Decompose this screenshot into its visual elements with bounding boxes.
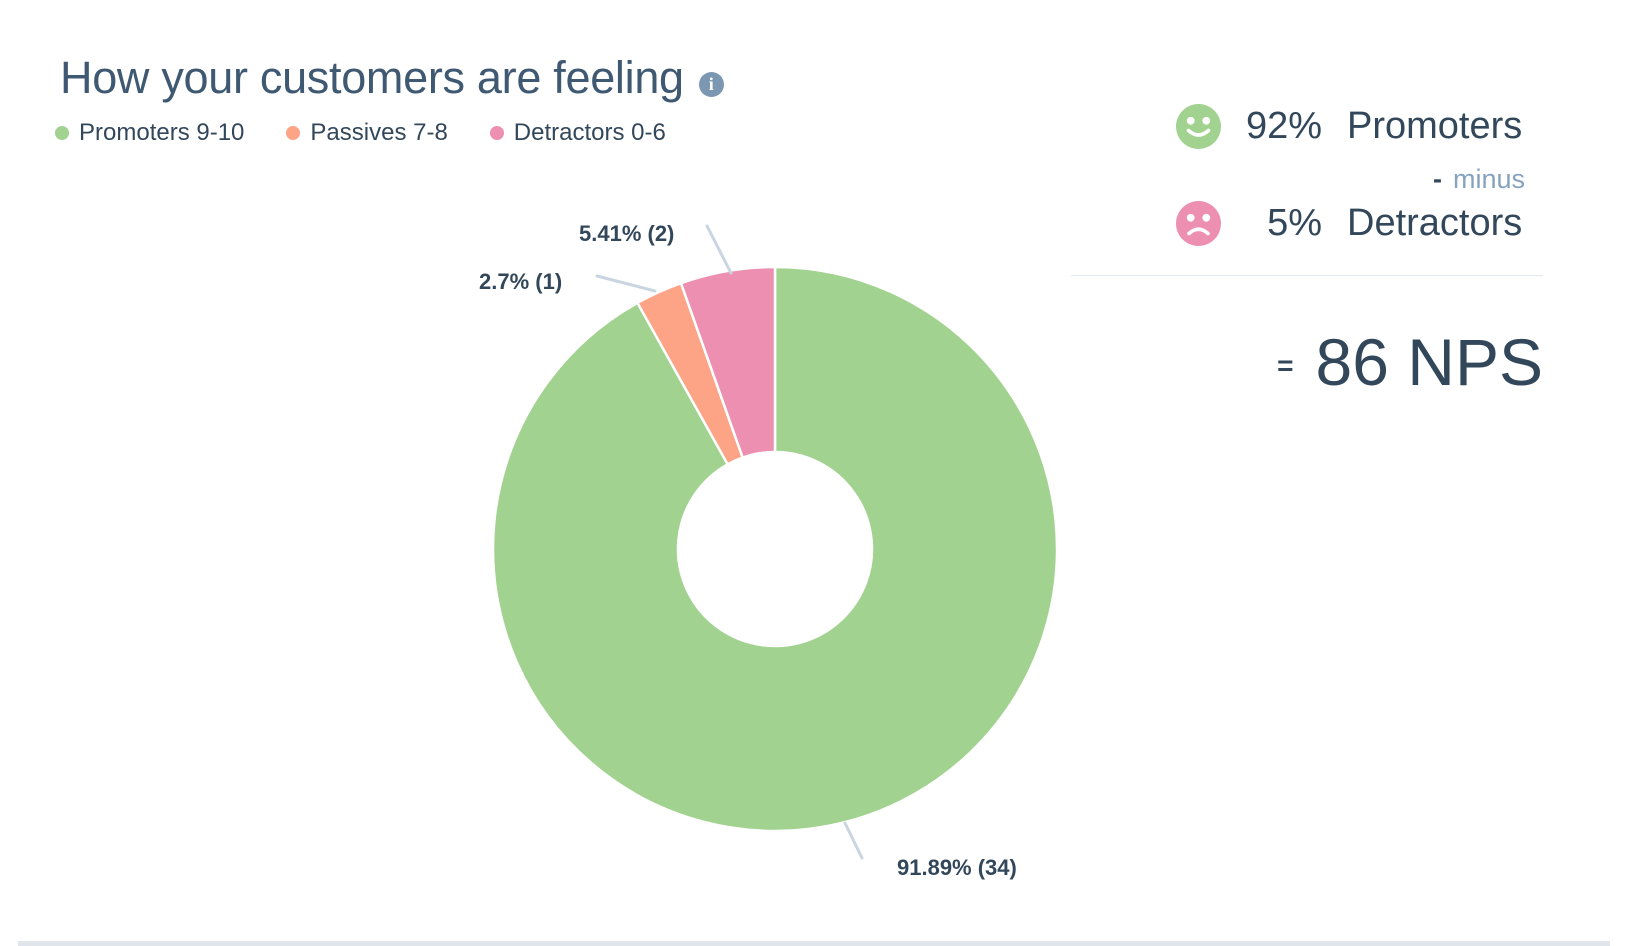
promoters-percentage: 92% (1245, 104, 1322, 147)
slice-label-promoters: 91.89% (34) (897, 855, 1017, 880)
chart-header: How your customers are feeling i (60, 52, 724, 104)
passives-dot-icon (286, 126, 301, 140)
chart-legend: Promoters 9-10 Passives 7-8 Detractors 0… (55, 119, 666, 147)
detractors-dot-icon (489, 126, 504, 140)
legend-item-passives[interactable]: Passives 7-8 (286, 119, 448, 147)
leader-line (705, 224, 733, 275)
donut-slice-0[interactable] (491, 265, 1059, 833)
detractors-label: Detractors (1347, 201, 1523, 244)
slice-label-detractors: 5.41% (2) (579, 221, 675, 246)
nps-detractors-row: 5% Detractors (1176, 200, 1522, 246)
donut-slice-2[interactable] (679, 265, 777, 459)
legend-item-promoters[interactable]: Promoters 9-10 (55, 119, 244, 147)
sad-face-icon (1176, 200, 1221, 246)
happy-face-icon (1176, 103, 1221, 149)
legend-item-detractors[interactable]: Detractors 0-6 (489, 119, 666, 147)
promoters-dot-icon (55, 126, 69, 140)
legend-item-label: Detractors 0-6 (513, 119, 666, 146)
detractors-percentage: 5% (1267, 201, 1322, 244)
legend-item-label: Promoters 9-10 (79, 119, 245, 146)
promoters-label: Promoters (1347, 104, 1523, 147)
bottom-edge-divider (18, 941, 1610, 946)
nps-score: 86 NPS (1315, 325, 1543, 399)
nps-minus-row: - minus (1433, 164, 1525, 194)
nps-promoters-row: 92% Promoters (1176, 103, 1522, 149)
leader-line (595, 274, 657, 293)
nps-divider (1071, 275, 1543, 276)
slice-label-passives: 2.7% (1) (479, 269, 563, 294)
page-title: How your customers are feeling (60, 52, 684, 103)
equals-symbol: = (1277, 350, 1294, 381)
minus-symbol: - (1432, 163, 1442, 194)
nps-result-row: = 86 NPS (1277, 329, 1543, 395)
minus-word: minus (1452, 163, 1525, 194)
leader-line (843, 821, 864, 860)
legend-item-label: Passives 7-8 (310, 119, 448, 146)
info-icon[interactable]: i (698, 71, 724, 97)
